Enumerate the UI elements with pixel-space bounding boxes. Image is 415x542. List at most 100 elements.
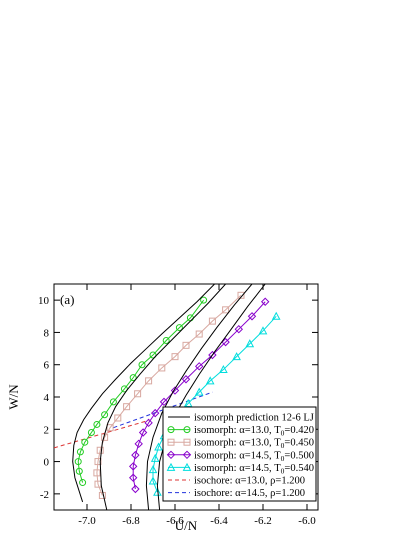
data-point — [260, 297, 270, 306]
data-point — [87, 429, 95, 437]
data-point — [194, 387, 204, 396]
legend-label: isomorph: α=13.0, T0=0.420 — [194, 425, 314, 438]
data-point — [79, 479, 87, 487]
x-tick-label: -6.6 — [166, 515, 184, 527]
data-point — [247, 312, 257, 321]
data-point — [131, 484, 140, 494]
y-tick-label: 0 — [44, 457, 50, 469]
data-point — [237, 291, 245, 299]
prediction-curve — [145, 284, 253, 510]
data-point — [81, 438, 89, 446]
data-point — [123, 403, 131, 411]
data-point — [128, 462, 138, 471]
data-point — [150, 408, 160, 418]
data-point — [131, 450, 140, 460]
data-point — [222, 306, 230, 314]
data-point — [208, 350, 217, 360]
legend-marker — [183, 438, 191, 446]
data-point — [219, 365, 228, 374]
legend-label: isochore: α=13.0, ρ=1.200 — [194, 476, 305, 487]
data-point — [93, 420, 101, 428]
data-point — [109, 398, 117, 406]
data-point — [232, 352, 241, 361]
data-point — [183, 398, 193, 407]
legend-marker — [182, 450, 192, 460]
data-point — [74, 458, 82, 466]
data-point — [138, 361, 146, 369]
data-point — [134, 439, 143, 449]
x-tick-label: -6.4 — [210, 515, 228, 527]
data-point — [234, 324, 244, 334]
series-line — [132, 301, 266, 490]
legend-marker — [167, 426, 175, 434]
data-point — [154, 442, 163, 451]
data-point — [114, 414, 122, 422]
legend-marker — [182, 462, 192, 471]
panel-label: (a) — [60, 292, 74, 307]
y-tick-label: 10 — [38, 295, 50, 307]
data-point — [194, 362, 204, 371]
data-point — [75, 467, 83, 475]
legend-label: isomorph prediction 12-6 LJ — [194, 413, 314, 424]
data-point — [94, 458, 102, 466]
plot-area — [54, 284, 281, 510]
data-point — [170, 386, 180, 395]
y-tick-label: 8 — [44, 327, 50, 339]
y-tick-label: 4 — [44, 392, 50, 404]
data-point — [138, 428, 148, 437]
data-point — [205, 376, 215, 385]
data-point — [106, 424, 114, 432]
legend-marker — [167, 438, 175, 446]
data-point — [158, 364, 166, 372]
data-point — [150, 453, 160, 462]
data-point — [175, 324, 183, 332]
y-tick-label: 6 — [44, 360, 50, 372]
x-tick-label: -6.2 — [254, 515, 271, 527]
y-tick-label: -2 — [40, 489, 49, 501]
y-axis-label: W/N — [6, 384, 21, 410]
x-axis-label: U/N — [175, 518, 198, 533]
data-point — [148, 465, 158, 474]
data-point — [159, 397, 169, 407]
data-point — [162, 337, 170, 344]
chart-marks — [54, 284, 281, 510]
legend-label: isomorph: α=13.0, T0=0.450 — [194, 438, 314, 451]
data-point — [200, 296, 208, 304]
data-point — [171, 353, 179, 361]
prediction-curve — [99, 284, 226, 510]
data-point — [149, 351, 157, 359]
data-point — [128, 473, 138, 482]
data-point — [271, 311, 281, 320]
data-point — [144, 418, 153, 428]
series-line — [96, 294, 242, 496]
data-point — [145, 377, 153, 385]
data-point — [245, 339, 255, 348]
legend-label: isomorph: α=14.5, T0=0.540 — [194, 463, 314, 476]
legend-label: isomorph: α=14.5, T0=0.500 — [194, 450, 314, 463]
data-point — [182, 341, 190, 349]
x-tick-label: -6.0 — [298, 515, 316, 527]
legend-label: isochore: α=14.5, ρ=1.200 — [194, 488, 305, 499]
x-tick-label: -7.0 — [78, 515, 96, 527]
data-point — [96, 446, 104, 454]
data-point — [258, 326, 268, 335]
prediction-curve — [156, 284, 266, 510]
data-point — [129, 374, 137, 382]
legend-marker — [166, 462, 176, 471]
data-point — [134, 390, 142, 398]
x-tick-label: -6.8 — [122, 515, 140, 527]
data-point — [208, 317, 216, 325]
y-tick-label: 2 — [44, 424, 50, 436]
axis-ticks: -7.0 -6.8 -6.6 -6.4 -6.2 -6.0 -2 0 2 4 6 8 10 — [38, 284, 318, 527]
data-point — [153, 487, 162, 496]
data-point — [195, 330, 203, 338]
data-point — [221, 337, 230, 347]
data-point — [76, 448, 84, 456]
data-point — [93, 469, 101, 477]
data-point — [181, 375, 191, 384]
legend-marker — [166, 450, 176, 460]
legend-marker — [183, 426, 191, 434]
